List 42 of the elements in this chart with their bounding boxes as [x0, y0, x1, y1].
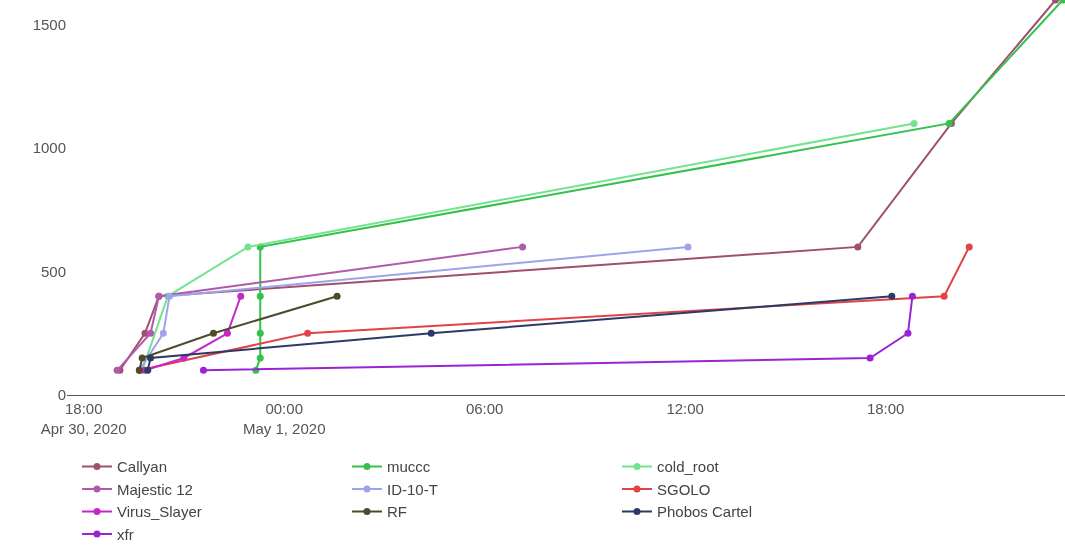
- point: [519, 243, 527, 251]
- point: [147, 329, 155, 337]
- x-tick-label: 06:00: [465, 400, 504, 417]
- legend-label: xfr: [116, 525, 134, 543]
- legend-label: Majestic 12: [116, 480, 193, 498]
- point: [910, 119, 918, 127]
- point: [940, 292, 948, 300]
- point: [888, 292, 896, 300]
- point: [908, 292, 916, 300]
- y-tick-label: 1000: [32, 139, 66, 157]
- point: [256, 292, 264, 300]
- x-tick-label: 18:00: [866, 400, 905, 417]
- point: [209, 329, 217, 337]
- point: [256, 329, 264, 337]
- point: [965, 243, 973, 251]
- point: [684, 243, 692, 251]
- legend-label: muccc: [386, 458, 431, 476]
- x-tick-label: 00:00 May 1, 2020: [242, 400, 326, 437]
- point: [904, 329, 912, 337]
- point: [427, 329, 435, 337]
- legend-label: Callyan: [116, 458, 168, 476]
- point: [199, 366, 207, 374]
- point: [159, 329, 167, 337]
- point: [333, 292, 341, 300]
- point: [237, 292, 245, 300]
- y-tick-label: 1500: [32, 15, 66, 33]
- legend-label: cold_root: [656, 458, 720, 476]
- point: [244, 243, 252, 251]
- y-tick-label: 500: [40, 262, 66, 280]
- point: [854, 243, 862, 251]
- legend-label: RF: [386, 503, 407, 521]
- x-tick-label: 12:00: [666, 400, 704, 417]
- point: [866, 354, 874, 362]
- point: [147, 354, 155, 362]
- legend-label: Phobos Cartel: [656, 503, 753, 521]
- point: [223, 329, 231, 337]
- legend-label: SGOLO: [656, 480, 711, 498]
- point: [256, 354, 264, 362]
- legend-label: ID-10-T: [386, 480, 438, 498]
- point: [138, 354, 146, 362]
- legend-label: Virus_Slayer: [116, 503, 202, 521]
- point: [304, 329, 312, 337]
